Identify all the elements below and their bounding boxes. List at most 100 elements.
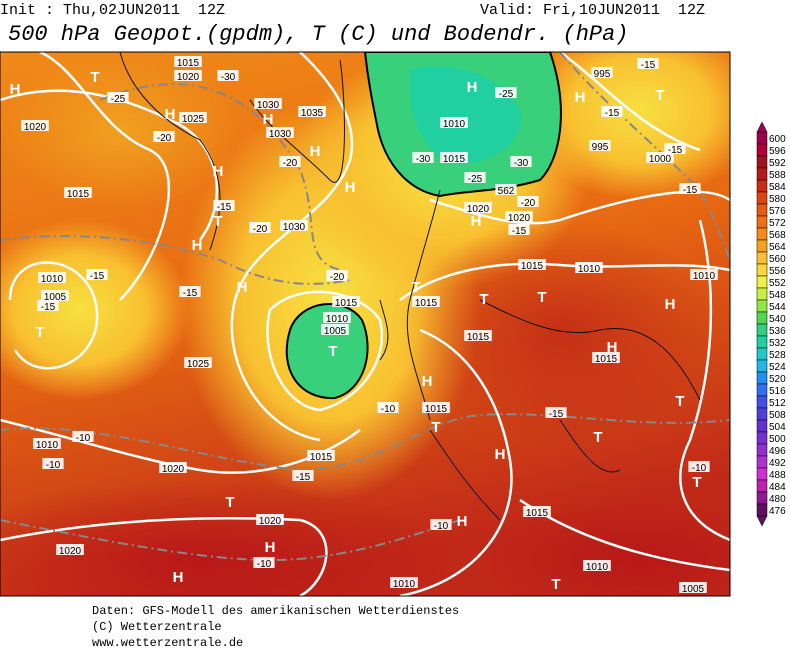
label-box xyxy=(464,202,492,213)
contour-label: 1010 xyxy=(326,314,349,325)
colorbar-cell xyxy=(756,263,768,277)
label-box xyxy=(253,557,275,568)
colorbar-label: 536 xyxy=(769,326,786,337)
contour-label: -15 xyxy=(183,288,198,299)
pressure-center: T xyxy=(537,289,546,306)
contour-label: 1015 xyxy=(521,261,544,272)
label-box xyxy=(292,470,314,481)
pressure-center: T xyxy=(431,419,440,436)
label-box xyxy=(430,519,452,530)
label-box xyxy=(508,224,530,235)
contour-label: 1015 xyxy=(310,452,333,463)
label-box xyxy=(679,183,701,194)
pressure-center: H xyxy=(10,81,21,98)
label-box xyxy=(495,87,517,98)
contour-label: 1010 xyxy=(443,119,466,130)
contour-label: 995 xyxy=(592,142,609,153)
label-box xyxy=(298,106,326,117)
contour-label: 1005 xyxy=(324,326,347,337)
pressure-center: H xyxy=(192,237,203,254)
pressure-center: T xyxy=(411,279,420,296)
colorbar-arrow xyxy=(756,515,768,527)
label-box xyxy=(664,143,686,154)
colorbar-cell xyxy=(756,251,768,265)
colorbar-label: 508 xyxy=(769,410,786,421)
contour-label: -15 xyxy=(296,472,311,483)
colorbar-cell xyxy=(756,479,768,493)
contour-label: 995 xyxy=(594,69,611,80)
contour-label: 1010 xyxy=(36,440,59,451)
label-box xyxy=(505,211,533,222)
contour-label: 1015 xyxy=(467,332,490,343)
contour-label: -25 xyxy=(468,174,483,185)
contour-label: 1015 xyxy=(595,354,618,365)
colorbar-label: 568 xyxy=(769,230,786,241)
label-box xyxy=(679,582,707,593)
colorbar-cell xyxy=(756,383,768,397)
colorbar: 6005965925885845805765725685645605565525… xyxy=(756,121,786,527)
colorbar-cell xyxy=(756,131,768,145)
label-box xyxy=(589,140,611,151)
contour-label: 1005 xyxy=(44,292,67,303)
colorbar-label: 492 xyxy=(769,458,786,469)
footer-line: www.wetterzentrale.de xyxy=(92,636,243,648)
contour-label: -15 xyxy=(605,108,620,119)
colorbar-label: 484 xyxy=(769,482,786,493)
label-box xyxy=(637,58,659,69)
contour-label: -20 xyxy=(330,272,345,283)
colorbar-label: 528 xyxy=(769,350,786,361)
pressure-center: H xyxy=(345,179,356,196)
label-box xyxy=(217,70,239,81)
colorbar-label: 540 xyxy=(769,314,786,325)
label-box xyxy=(390,577,418,588)
contour-label: -30 xyxy=(221,72,236,83)
label-box xyxy=(37,300,59,311)
label-box xyxy=(583,560,611,571)
contour-label: 562 xyxy=(498,186,515,197)
label-box xyxy=(213,200,235,211)
contour-label: 1015 xyxy=(415,298,438,309)
footer-line: Daten: GFS-Modell des amerikanischen Wet… xyxy=(92,604,459,618)
contour-label: -15 xyxy=(90,271,105,282)
label-box xyxy=(33,438,61,449)
pressure-center: H xyxy=(467,79,478,96)
pressure-center: H xyxy=(471,213,482,230)
label-box xyxy=(56,544,84,555)
pressure-center: H xyxy=(665,296,676,313)
colorbar-label: 580 xyxy=(769,194,786,205)
label-box xyxy=(107,92,129,103)
label-box xyxy=(440,152,468,163)
label-box xyxy=(495,184,517,195)
colorbar-cell xyxy=(756,443,768,457)
label-box xyxy=(464,172,486,183)
contour-label: -10 xyxy=(46,460,61,471)
label-box xyxy=(174,56,202,67)
contour-label: 1005 xyxy=(682,584,705,595)
label-box xyxy=(184,357,212,368)
label-box xyxy=(153,131,175,142)
pressure-center: H xyxy=(422,373,433,390)
label-box xyxy=(464,330,492,341)
pressure-center: H xyxy=(165,106,176,123)
label-box xyxy=(518,259,546,270)
label-box xyxy=(440,117,468,128)
contour-label: 1020 xyxy=(467,204,490,215)
colorbar-label: 588 xyxy=(769,170,786,181)
label-box xyxy=(523,506,551,517)
contour-label: 1020 xyxy=(177,72,200,83)
pressure-center: T xyxy=(551,576,560,593)
colorbar-cell xyxy=(756,179,768,193)
colorbar-cell xyxy=(756,371,768,385)
label-box xyxy=(688,461,710,472)
pressure-center: H xyxy=(575,89,586,106)
label-box xyxy=(412,296,440,307)
contour-label: -15 xyxy=(217,202,232,213)
contour-label: -20 xyxy=(283,158,298,169)
pressure-center: H xyxy=(213,163,224,180)
label-box xyxy=(280,220,308,231)
label-box xyxy=(179,286,201,297)
label-box xyxy=(592,352,620,363)
contour-label: 1030 xyxy=(283,222,306,233)
contour-label: -15 xyxy=(549,409,564,420)
